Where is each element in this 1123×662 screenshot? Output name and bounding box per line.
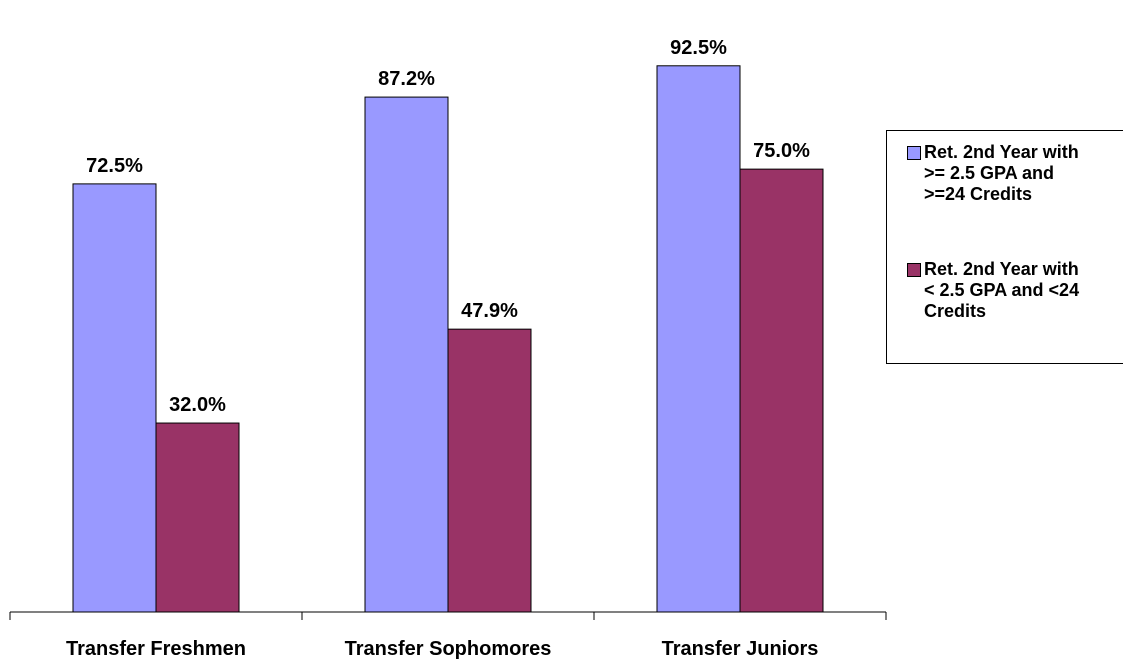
data-label-series-2-category-2: 47.9% — [461, 300, 518, 322]
data-label-series-2-category-3: 75.0% — [753, 140, 810, 162]
bar-series-1-category-1 — [72, 183, 157, 613]
legend-swatch-series-1 — [907, 146, 921, 160]
data-label-series-1-category-3: 92.5% — [670, 37, 727, 59]
category-label-3: Transfer Juniors — [662, 638, 819, 660]
legend-label-series-1: Ret. 2nd Year with >= 2.5 GPA and >=24 C… — [924, 142, 1079, 204]
legend-label-series-2: Ret. 2nd Year with < 2.5 GPA and <24 Cre… — [924, 259, 1080, 321]
category-labels-group: Transfer Freshmen Transfer Sophomores Tran… — [66, 638, 818, 660]
bar-series-1-category-2 — [364, 96, 449, 613]
data-label-series-1-category-2: 87.2% — [378, 68, 435, 90]
legend: Ret. 2nd Year with >= 2.5 GPA and >=24 C… — [886, 130, 1123, 364]
category-label-1: Transfer Freshmen — [66, 638, 246, 660]
data-label-series-1-category-1: 72.5% — [86, 155, 143, 177]
data-labels-group: 72.5% 32.0% 87.2% 47.9% 92.5% 75.0% — [86, 37, 810, 416]
bar-series-2-category-3 — [739, 168, 824, 613]
bar-series-2-category-1 — [155, 422, 240, 613]
legend-item-series-1: Ret. 2nd Year with >= 2.5 GPA and >=24 C… — [907, 142, 1123, 205]
category-label-2: Transfer Sophomores — [345, 638, 552, 660]
data-label-series-2-category-1: 32.0% — [169, 394, 226, 416]
legend-item-series-2: Ret. 2nd Year with < 2.5 GPA and <24 Cre… — [907, 259, 1123, 322]
legend-swatch-series-2 — [907, 263, 921, 277]
bar-series-1-category-3 — [656, 65, 741, 613]
x-axis-ticks — [9, 612, 887, 620]
bars-group — [72, 65, 824, 613]
bar-series-2-category-2 — [447, 328, 532, 613]
